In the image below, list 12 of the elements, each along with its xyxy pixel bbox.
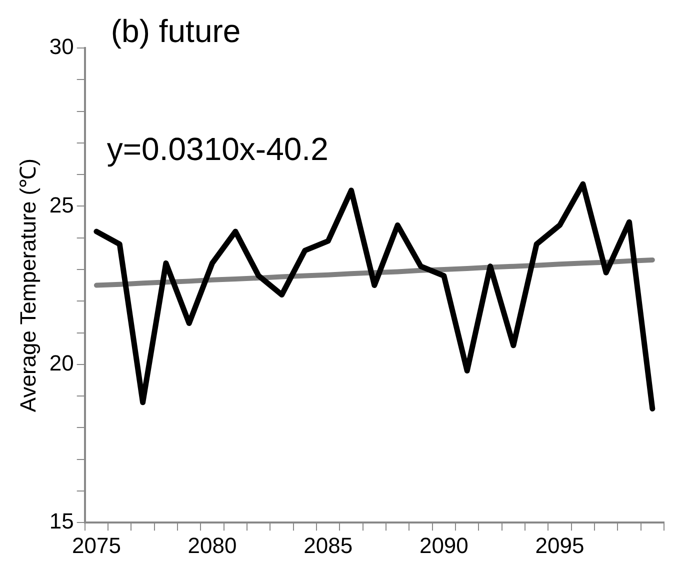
y-tick-label: 20: [49, 350, 74, 376]
chart-title: (b) future: [110, 13, 241, 49]
x-tick-label: 2095: [535, 532, 584, 558]
x-tick-label: 2080: [188, 532, 237, 558]
x-tick-label: 2085: [304, 532, 353, 558]
x-tick-label: 2075: [72, 532, 121, 558]
y-tick-label: 15: [49, 508, 74, 534]
y-tick-label: 30: [49, 34, 74, 60]
annotation: y=0.0310x-40.2: [106, 131, 328, 167]
x-tick-label: 2090: [419, 532, 468, 558]
y-tick-label: 25: [49, 192, 74, 218]
y-axis-title: Average Temperature (℃): [15, 158, 40, 412]
